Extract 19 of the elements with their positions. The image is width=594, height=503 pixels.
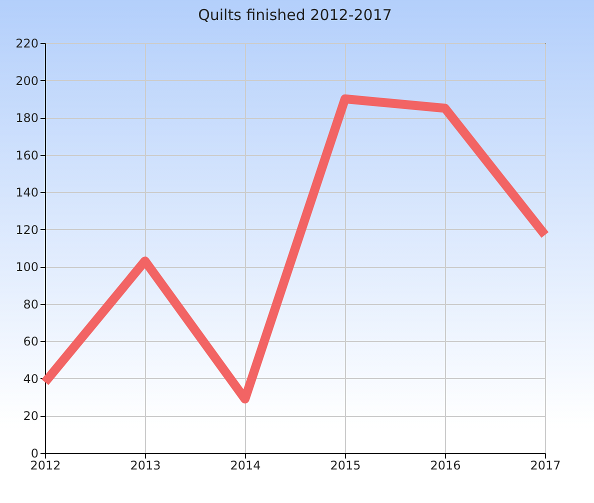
y-tick-label: 180 (16, 111, 38, 126)
chart-title: Quilts finished 2012-2017 (198, 6, 392, 24)
y-tick-label: 60 (23, 334, 38, 349)
y-tick-label: 140 (16, 186, 38, 200)
x-tick-label: 2017 (530, 458, 561, 472)
y-tick-label: 80 (23, 297, 38, 312)
y-tick-label: 40 (23, 372, 38, 386)
y-tick-label: 160 (16, 148, 38, 162)
x-tick-label: 2012 (30, 458, 61, 472)
x-tick-label: 2014 (230, 458, 261, 472)
y-tick-label: 100 (16, 260, 38, 274)
x-tick-label: 2016 (430, 458, 461, 472)
y-tick-label: 220 (16, 36, 38, 50)
x-tick-label: 2013 (130, 458, 161, 472)
y-tick-label: 120 (16, 222, 38, 237)
y-tick-label: 20 (23, 409, 38, 424)
y-tick-label: 200 (16, 74, 38, 88)
x-tick-label: 2015 (330, 458, 361, 472)
y-tick-label: 0 (30, 446, 38, 460)
